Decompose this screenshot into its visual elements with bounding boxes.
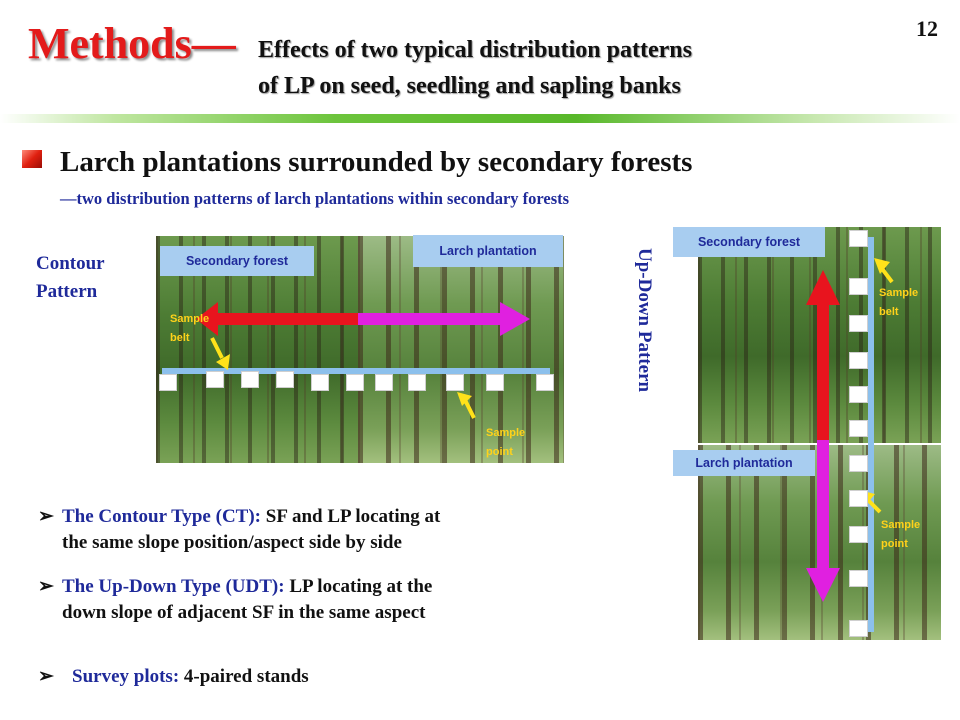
title-divider [0, 114, 960, 123]
contour-sample-point-label: Sample point [486, 424, 525, 462]
updown-pattern-label: Up-Down Pattern [634, 248, 655, 393]
updown-sample-point [849, 420, 868, 437]
contour-sample-point-line1: Sample [486, 427, 526, 439]
contour-larch-plantation-tag: Larch plantation [413, 235, 563, 267]
contour-sample-belt-line1: Sample [170, 313, 210, 325]
updown-sample-point [849, 386, 868, 403]
page-number: 12 [916, 16, 938, 41]
bullet-text-continued: the same slope position/aspect side by s… [62, 532, 402, 553]
updown-sample-belt-pointer-icon [874, 258, 894, 284]
updown-sample-point [849, 455, 868, 472]
bullet-arrow-icon: ➢ [38, 666, 54, 687]
bullet-text: SF and LP locating at [261, 506, 441, 527]
updown-sample-belt-line2: belt [879, 306, 899, 318]
updown-sample-point-label: Sample point [881, 516, 920, 554]
updown-red-arrow [806, 270, 840, 440]
contour-sample-point [408, 374, 426, 391]
contour-red-arrow [196, 302, 358, 336]
contour-sample-point [486, 374, 504, 391]
updown-sample-point [849, 278, 868, 295]
bullet-text: 4-paired stands [179, 666, 309, 687]
contour-label-line1: Contour [36, 253, 105, 274]
bullet-arrow-icon: ➢ [38, 506, 54, 527]
updown-larch-plantation-tag: Larch plantation [673, 450, 815, 476]
updown-sample-point [849, 620, 868, 637]
contour-sample-belt-line2: belt [170, 332, 190, 344]
bullet-term: The Contour Type (CT): [62, 506, 261, 527]
bullet-term: Survey plots: [72, 666, 180, 687]
bullet-text: LP locating at the [284, 576, 433, 597]
contour-secondary-forest-tag: Secondary forest [160, 246, 314, 276]
updown-sample-belt-line1: Sample [879, 287, 919, 299]
contour-larch-plantation-photo [358, 236, 564, 463]
contour-magenta-arrow [358, 302, 530, 336]
contour-sample-point [159, 374, 177, 391]
updown-magenta-arrow [806, 440, 840, 602]
contour-sample-belt-pointer-icon [210, 337, 230, 370]
updown-sample-point [849, 526, 868, 543]
contour-sample-point [241, 371, 259, 388]
slide-subtitle-line1: Effects of two typical distribution patt… [258, 37, 692, 63]
contour-pattern-label: Contour Pattern [36, 250, 105, 306]
updown-sample-point [849, 490, 868, 507]
updown-secondary-forest-tag: Secondary forest [673, 227, 825, 257]
updown-sample-point-line1: Sample [881, 519, 921, 531]
contour-sample-belt-label: Sample belt [170, 310, 209, 348]
bullet-term: The Up-Down Type (UDT): [62, 576, 285, 597]
updown-sample-belt-line [868, 237, 874, 632]
updown-sample-belt-label: Sample belt [879, 284, 918, 322]
bullet-survey-plots: ➢ Survey plots: 4-paired stands [38, 664, 628, 690]
updown-sample-point [849, 230, 868, 247]
updown-sample-point [849, 570, 868, 587]
bullet-updown-type: ➢ The Up-Down Type (UDT): LP locating at… [38, 574, 628, 626]
contour-sample-point-pointer-icon [457, 392, 476, 419]
contour-sample-point [346, 374, 364, 391]
section-heading: Larch plantations surrounded by secondar… [60, 146, 693, 178]
updown-sample-point-line2: point [881, 538, 908, 550]
slide-title: Methods— [28, 19, 236, 68]
contour-sample-point [536, 374, 554, 391]
contour-sample-point [446, 374, 464, 391]
updown-sample-point [849, 315, 868, 332]
contour-sample-point [375, 374, 393, 391]
contour-sample-point [311, 374, 329, 391]
contour-sample-point [206, 371, 224, 388]
heading-bullet-icon [22, 150, 42, 168]
bullet-contour-type: ➢ The Contour Type (CT): SF and LP locat… [38, 504, 628, 556]
contour-sample-belt-line [162, 368, 550, 374]
slide-subtitle-line2: of LP on seed, seedling and sapling bank… [258, 73, 681, 99]
bullet-text-continued: down slope of adjacent SF in the same as… [62, 602, 426, 623]
contour-label-line2: Pattern [36, 281, 98, 302]
section-subheading: —two distribution patterns of larch plan… [60, 189, 570, 208]
bullet-arrow-icon: ➢ [38, 576, 54, 597]
contour-sample-point [276, 371, 294, 388]
updown-sample-point [849, 352, 868, 369]
contour-sample-point-line2: point [486, 446, 513, 458]
